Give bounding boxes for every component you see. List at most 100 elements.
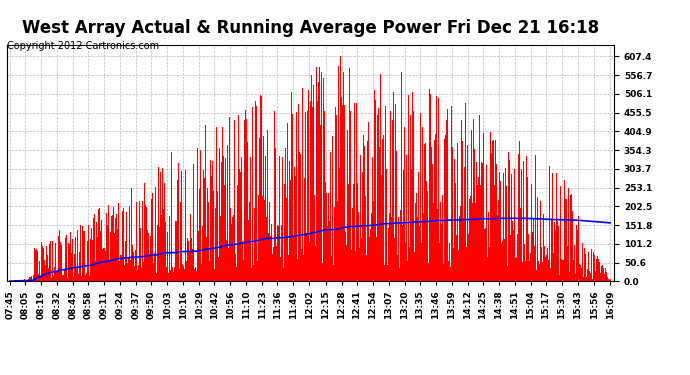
Bar xyxy=(206,237,207,281)
Bar xyxy=(600,266,602,281)
Bar xyxy=(400,210,401,281)
Bar xyxy=(247,142,248,281)
Bar xyxy=(139,228,141,281)
Bar xyxy=(64,238,66,281)
Bar xyxy=(41,242,43,281)
Bar xyxy=(148,254,150,281)
Bar xyxy=(423,213,424,281)
Bar xyxy=(177,180,178,281)
Bar xyxy=(325,182,326,281)
Bar xyxy=(198,231,199,281)
Bar xyxy=(360,155,361,281)
Bar xyxy=(342,105,343,281)
Bar xyxy=(128,206,130,281)
Bar xyxy=(355,251,356,281)
Bar xyxy=(264,200,265,281)
Bar xyxy=(254,208,255,281)
Bar xyxy=(414,252,415,281)
Bar xyxy=(549,166,551,281)
Bar xyxy=(396,151,397,281)
Bar xyxy=(418,172,420,281)
Bar xyxy=(238,115,239,281)
Bar xyxy=(577,230,578,281)
Bar xyxy=(434,140,435,281)
Bar xyxy=(57,236,59,281)
Bar xyxy=(281,225,282,281)
Bar xyxy=(167,231,168,281)
Bar xyxy=(349,68,350,281)
Bar xyxy=(351,250,352,281)
Text: West Array Actual & Running Average Power Fri Dec 21 16:18: West Array Actual & Running Average Powe… xyxy=(22,19,599,37)
Bar xyxy=(199,189,200,281)
Bar xyxy=(188,242,189,281)
Bar xyxy=(224,185,225,281)
Bar xyxy=(172,272,174,281)
Bar xyxy=(312,107,313,281)
Bar xyxy=(124,265,125,281)
Bar xyxy=(285,148,286,281)
Bar xyxy=(451,106,452,281)
Bar xyxy=(179,202,181,281)
Bar xyxy=(251,268,252,281)
Bar xyxy=(279,156,280,281)
Bar xyxy=(524,244,525,281)
Bar xyxy=(136,202,137,281)
Bar xyxy=(547,248,549,281)
Bar xyxy=(606,272,607,281)
Bar xyxy=(70,253,72,281)
Bar xyxy=(317,101,318,281)
Bar xyxy=(95,261,96,281)
Bar xyxy=(214,269,215,281)
Bar xyxy=(608,279,609,281)
Bar xyxy=(609,279,611,281)
Bar xyxy=(146,207,147,281)
Bar xyxy=(511,174,513,281)
Bar xyxy=(143,262,144,281)
Bar xyxy=(211,176,212,281)
Bar xyxy=(580,268,582,281)
Bar xyxy=(255,101,256,281)
Bar xyxy=(157,225,158,281)
Bar xyxy=(452,147,453,281)
Bar xyxy=(19,280,21,281)
Bar xyxy=(383,135,384,281)
Bar xyxy=(431,147,432,281)
Bar xyxy=(134,267,135,281)
Bar xyxy=(374,90,375,281)
Bar xyxy=(343,72,344,281)
Bar xyxy=(442,195,443,281)
Bar xyxy=(578,264,580,281)
Bar xyxy=(376,237,377,281)
Bar xyxy=(168,273,169,281)
Bar xyxy=(321,72,322,281)
Bar xyxy=(155,187,156,281)
Bar xyxy=(557,173,558,281)
Bar xyxy=(406,155,407,281)
Bar xyxy=(61,274,63,281)
Bar xyxy=(500,181,502,281)
Bar xyxy=(83,231,85,281)
Bar xyxy=(106,225,108,281)
Bar xyxy=(99,231,101,281)
Bar xyxy=(104,248,105,281)
Bar xyxy=(518,153,520,281)
Bar xyxy=(235,254,236,281)
Bar xyxy=(485,228,486,281)
Bar xyxy=(394,238,395,281)
Bar xyxy=(239,169,240,281)
Bar xyxy=(395,104,396,281)
Bar xyxy=(178,164,179,281)
Bar xyxy=(236,267,237,281)
Bar xyxy=(318,82,319,281)
Bar xyxy=(573,244,575,281)
Bar xyxy=(215,208,216,281)
Bar xyxy=(282,157,283,281)
Bar xyxy=(287,123,288,281)
Bar xyxy=(32,280,33,281)
Bar xyxy=(402,225,403,281)
Bar xyxy=(114,233,115,281)
Bar xyxy=(589,273,591,281)
Bar xyxy=(296,112,297,281)
Bar xyxy=(560,186,562,281)
Bar xyxy=(475,204,476,281)
